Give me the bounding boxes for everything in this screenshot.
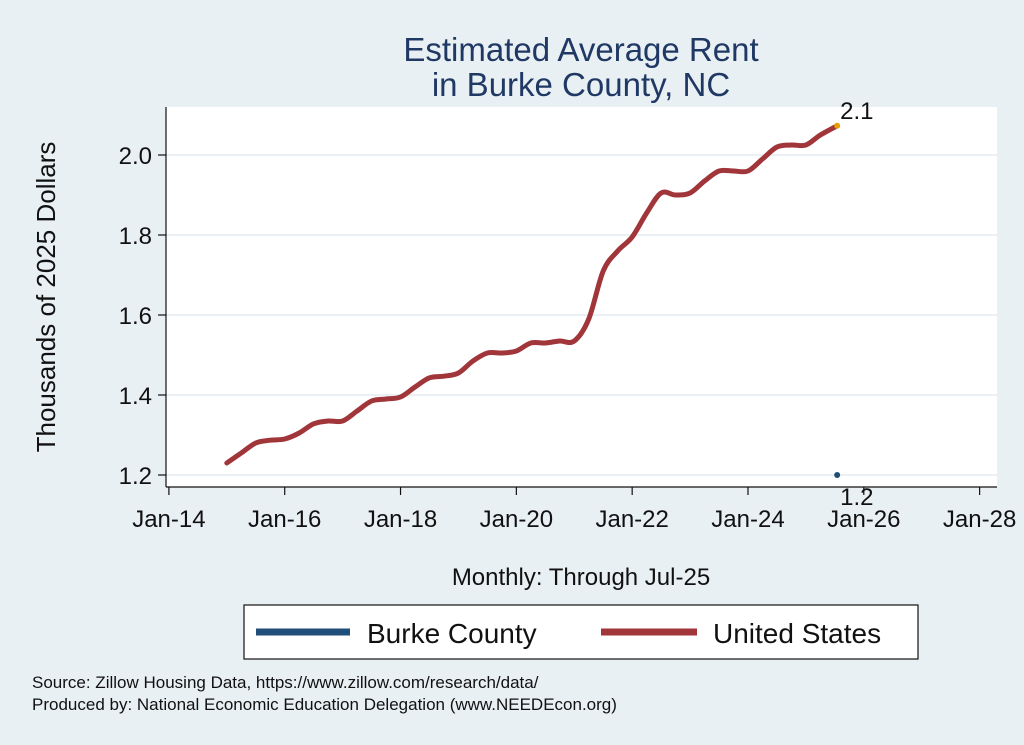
legend (243, 604, 919, 660)
series-line-united-states (224, 123, 840, 466)
end-point-united-states (834, 122, 841, 129)
x-tick-label: Jan-22 (595, 506, 668, 533)
legend-label-united-states: United States (713, 618, 881, 649)
x-tick-label: Jan-20 (480, 506, 553, 533)
y-tick-label: 1.4 (119, 383, 152, 410)
gridlines (166, 154, 997, 476)
x-tick-label: Jan-26 (827, 506, 900, 533)
y-tick-label: 1.6 (119, 303, 152, 330)
x-axis-title: Monthly: Through Jul-25 (452, 564, 710, 591)
plot-area (166, 107, 997, 487)
end-label-burke-county: 1.2 (840, 484, 873, 511)
x-tick-label: Jan-24 (711, 506, 784, 533)
axes-ticks: 1.2 1.4 1.6 1.8 2.0 Jan-14 Jan-16 Jan-18 Jan-20 J… (119, 143, 1017, 533)
end-label-united-states: 2.1 (840, 98, 873, 125)
y-axis-title: Thousands of 2025 Dollars (31, 142, 61, 453)
end-point-burke-county (834, 472, 841, 478)
x-tick-label: Jan-28 (943, 506, 1016, 533)
end-labels: 1.2 2.1 (840, 98, 873, 511)
series (224, 122, 841, 478)
y-tick-label: 1.8 (119, 223, 152, 250)
x-tick-label: Jan-14 (132, 506, 205, 533)
x-tick-label: Jan-18 (364, 506, 437, 533)
chart-title-line-1: Estimated Average Rent (403, 31, 758, 68)
x-tick-label: Jan-16 (248, 506, 321, 533)
y-tick-label: 2.0 (119, 143, 152, 170)
legend-label-burke-county: Burke County (367, 618, 537, 649)
chart-title-line-2: in Burke County, NC (432, 66, 730, 103)
source-line-1: Source: Zillow Housing Data, https://www… (32, 673, 539, 692)
source-line-2: Produced by: National Economic Education… (32, 695, 617, 714)
y-tick-label: 1.2 (119, 463, 152, 490)
